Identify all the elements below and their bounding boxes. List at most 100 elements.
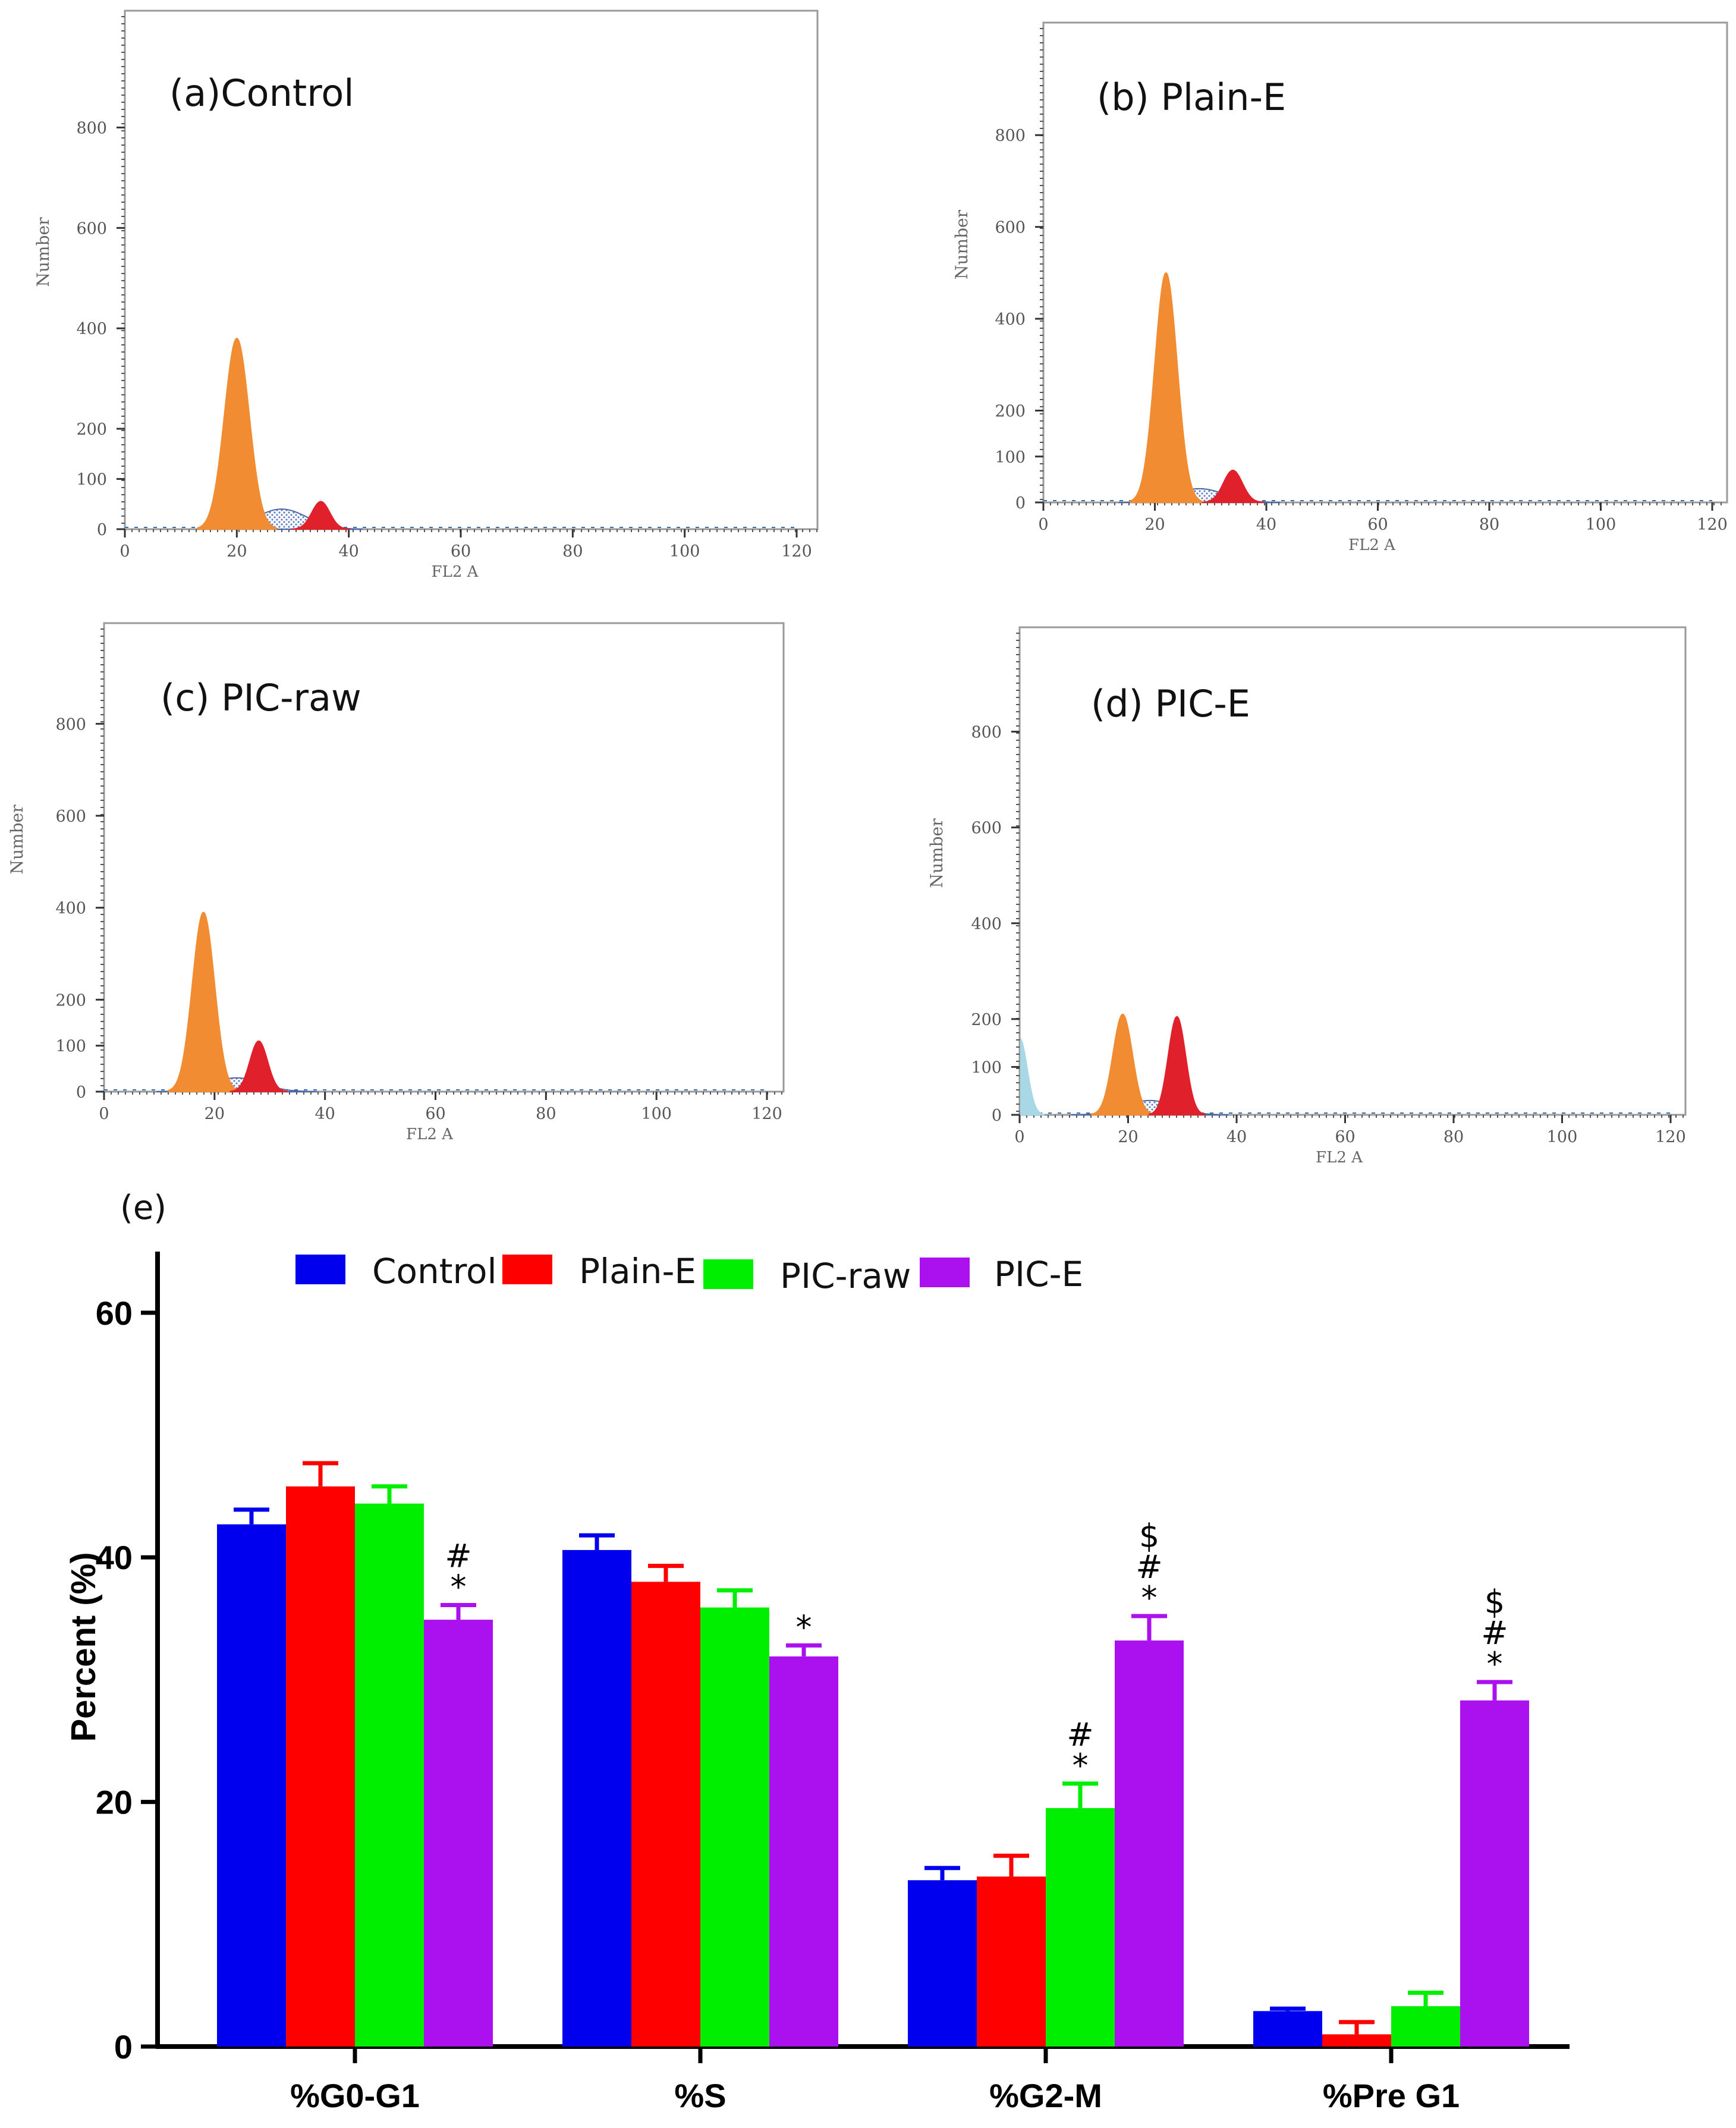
bar-pic-raw bbox=[355, 1503, 424, 2047]
legend-swatch-control bbox=[295, 1255, 345, 1284]
peak-g0-g1 bbox=[1090, 1013, 1155, 1115]
histogram-title: (d) PIC-E bbox=[1091, 682, 1250, 725]
legend-swatch-pic-raw bbox=[703, 1259, 753, 1289]
x-tick-label: 0 bbox=[1014, 1128, 1024, 1146]
y-tick-label: 100 bbox=[971, 1058, 1002, 1077]
x-axis-label: FL2 A bbox=[432, 563, 479, 581]
peak-g2-m bbox=[1202, 469, 1264, 503]
legend-swatch-plain-e bbox=[502, 1255, 552, 1284]
significance-mark: $ bbox=[1485, 1583, 1505, 1621]
y-tick-label: 800 bbox=[55, 715, 86, 734]
y-tick-label: 600 bbox=[76, 219, 107, 238]
x-axis-label: FL2 A bbox=[1316, 1149, 1363, 1167]
y-tick-label: 200 bbox=[995, 403, 1026, 421]
legend-label: Plain-E bbox=[579, 1251, 696, 1291]
y-tick-label: 400 bbox=[55, 900, 86, 918]
bar-plain-e bbox=[1322, 2034, 1391, 2047]
histogram-title: (a)Control bbox=[169, 71, 354, 115]
peak-g2-m bbox=[229, 1040, 288, 1092]
bar-pic-e bbox=[769, 1656, 838, 2047]
x-tick-label: 60 bbox=[451, 542, 471, 561]
x-tick-label: 80 bbox=[1443, 1128, 1464, 1146]
legend-label: PIC-E bbox=[994, 1254, 1083, 1294]
x-tick-label: %G2-M bbox=[989, 2077, 1102, 2114]
x-tick-label: %S bbox=[674, 2077, 726, 2114]
significance-mark: * bbox=[1073, 1747, 1089, 1784]
histogram-panel-pic-e: 0 100 200 400 600 800 0 20 40 60 80 100 120 FL2 A Numb… bbox=[927, 626, 1687, 1167]
y-axis-label: Number bbox=[927, 818, 946, 888]
y-tick-label: 20 bbox=[96, 1784, 133, 1821]
y-tick-label: 0 bbox=[97, 521, 107, 539]
y-tick-label: 400 bbox=[971, 915, 1002, 933]
bar-pic-e bbox=[1460, 1700, 1529, 2047]
legend: Control Plain-E PIC-raw PIC-E bbox=[295, 1251, 1083, 1296]
significance-mark: * bbox=[1487, 1645, 1503, 1683]
x-axis-label: FL2 A bbox=[1348, 536, 1396, 554]
histogram-title: (b) Plain-E bbox=[1097, 76, 1286, 119]
y-tick-label: 100 bbox=[55, 1038, 86, 1056]
x-tick-label: 120 bbox=[781, 542, 812, 561]
y-tick-label: 600 bbox=[971, 819, 1002, 838]
peak-g2-m bbox=[1148, 1016, 1206, 1115]
significance-mark: # bbox=[1067, 1716, 1093, 1753]
x-tick-label: 40 bbox=[315, 1105, 335, 1123]
histogram-frame bbox=[1018, 626, 1687, 1116]
y-tick-label: 40 bbox=[96, 1539, 133, 1576]
x-tick-label: 100 bbox=[1547, 1128, 1578, 1146]
bar-pic-e bbox=[424, 1620, 493, 2047]
x-tick-label: 40 bbox=[338, 542, 358, 561]
x-axis-label: FL2 A bbox=[406, 1126, 454, 1143]
x-tick-label: 20 bbox=[205, 1105, 225, 1123]
x-tick-label: 80 bbox=[562, 542, 583, 561]
x-tick-label: 60 bbox=[1335, 1128, 1355, 1146]
x-tick-label: 0 bbox=[99, 1105, 109, 1123]
y-tick-label: 600 bbox=[995, 219, 1026, 237]
x-tick-label: 100 bbox=[641, 1105, 672, 1123]
bar-plain-e bbox=[631, 1582, 700, 2047]
x-tick-label: 0 bbox=[119, 542, 130, 561]
bar-plain-e bbox=[286, 1486, 355, 2047]
bar-control bbox=[908, 1880, 977, 2047]
x-tick-label: 20 bbox=[1144, 516, 1165, 534]
y-tick-label: 200 bbox=[76, 420, 107, 439]
bar-control bbox=[1253, 2011, 1322, 2047]
bar-pic-raw bbox=[1046, 1808, 1115, 2047]
x-tick-label: 120 bbox=[751, 1105, 782, 1123]
x-tick-label: 120 bbox=[1697, 516, 1728, 534]
y-tick-label: 200 bbox=[55, 991, 86, 1010]
legend-label: PIC-raw bbox=[780, 1256, 911, 1296]
x-tick-label: 40 bbox=[1226, 1128, 1247, 1146]
histogram-panel-pic-raw: 0 100 200 400 600 800 0 20 40 60 80 100 120 FL2 A Numb… bbox=[7, 622, 785, 1143]
peak-g0-g1 bbox=[167, 911, 240, 1092]
bar-pic-e bbox=[1115, 1640, 1184, 2047]
peak-g0-g1 bbox=[1130, 272, 1203, 503]
y-tick-label: 600 bbox=[55, 807, 86, 826]
x-tick-label: 40 bbox=[1256, 516, 1276, 534]
y-tick-label: 60 bbox=[96, 1294, 133, 1332]
x-tick-label: 120 bbox=[1655, 1128, 1686, 1146]
x-tick-label: 100 bbox=[669, 542, 700, 561]
y-tick-label: 0 bbox=[1015, 494, 1026, 513]
x-tick-label: 20 bbox=[1118, 1128, 1138, 1146]
y-tick-label: 800 bbox=[971, 724, 1002, 742]
y-tick-label: 0 bbox=[76, 1083, 86, 1102]
legend-swatch-pic-e bbox=[920, 1258, 970, 1287]
histogram-title: (c) PIC-raw bbox=[161, 676, 361, 719]
significance-mark: # bbox=[1481, 1614, 1508, 1652]
peak-pre-g1 bbox=[1020, 1038, 1045, 1115]
significance-mark: # bbox=[445, 1537, 471, 1574]
y-tick-label: 0 bbox=[992, 1107, 1002, 1125]
y-tick-label: 800 bbox=[76, 119, 107, 137]
y-tick-label: 200 bbox=[971, 1011, 1002, 1029]
significance-mark: * bbox=[451, 1568, 467, 1605]
y-tick-label: 100 bbox=[76, 471, 107, 489]
bar-control bbox=[562, 1549, 631, 2047]
x-tick-label: 100 bbox=[1586, 516, 1617, 534]
significance-mark: # bbox=[1136, 1548, 1162, 1586]
peak-g2-m bbox=[291, 501, 350, 530]
peak-g0-g1 bbox=[197, 337, 277, 530]
x-tick-label: 0 bbox=[1038, 516, 1048, 534]
x-tick-label: 80 bbox=[536, 1105, 556, 1123]
